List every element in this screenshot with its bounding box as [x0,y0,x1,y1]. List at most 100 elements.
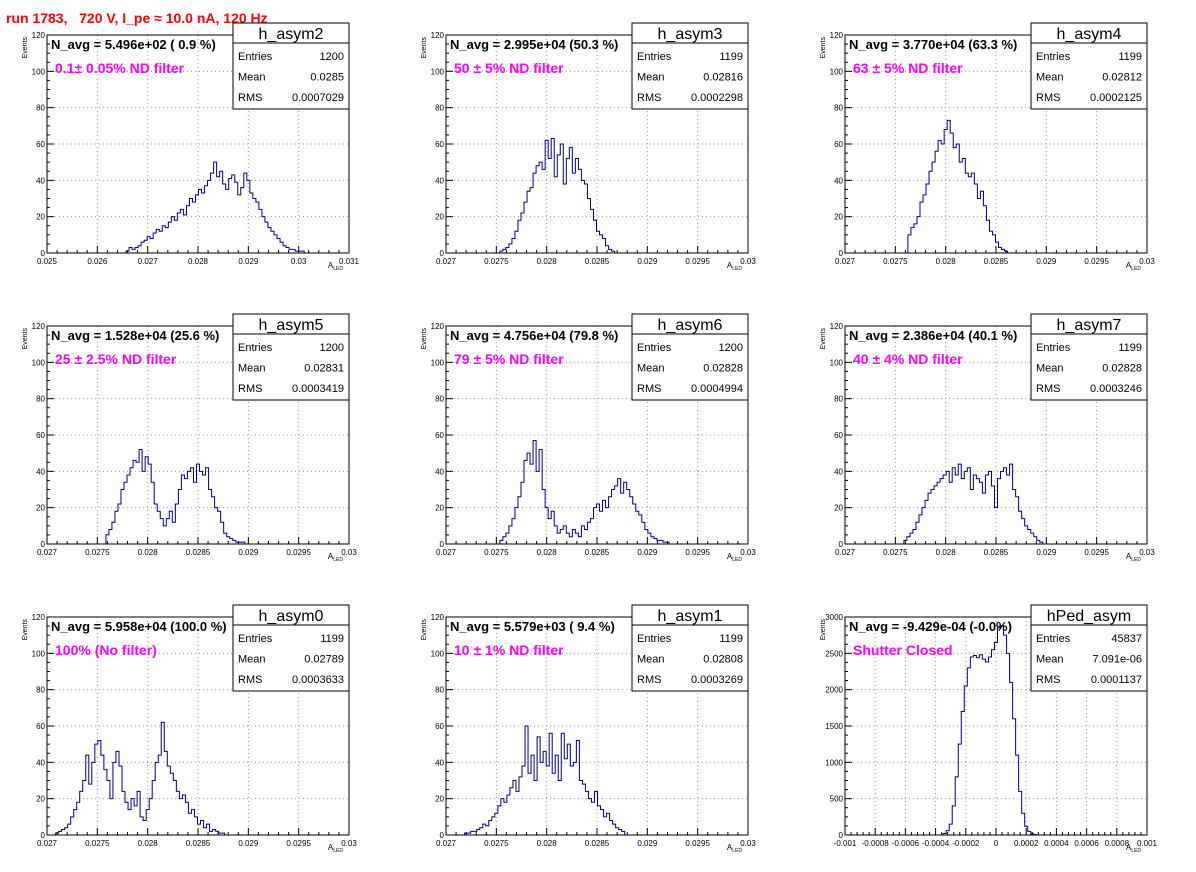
y-tick-label: 120 [32,322,46,331]
histogram-bin [961,479,964,544]
histogram-series [499,138,616,253]
stats-label: RMS [637,674,661,686]
x-tick-label: 0.0275 [85,548,110,557]
x-tick-label: 0.028 [138,548,159,557]
histogram-bin [982,659,985,835]
filter-annotation: 50 ± 5% ND filter [454,60,564,76]
y-tick-label: 2000 [825,686,843,695]
histogram-bin [217,177,220,253]
histogram-bin [609,249,612,253]
histogram-bin [539,162,542,253]
stats-value: 1199 [719,51,743,63]
panel-h_asym4: 0.027 0.0275 0.028 0.0285 0.029 0.0295 0.03 0 20… [820,22,1155,272]
x-tick-label: 0.03 [740,548,756,557]
histogram-bin [152,781,155,836]
histogram-bin [95,744,98,835]
x-axis-label: ALED [727,843,742,854]
histogram-bin [161,722,164,835]
histogram-bin [184,479,187,544]
y-tick-label: 60 [36,140,45,149]
x-tick-label: 0.027 [436,548,457,557]
stats-box [232,604,350,692]
panel-h_asym0: 0.027 0.0275 0.028 0.0285 0.029 0.0295 0.03 0 20… [22,604,357,854]
navg-annotation: N_avg = 5.496e+02 ( 0.9 %) [51,37,216,52]
histogram-bin [522,766,525,835]
y-axis-label: Events [22,37,29,59]
x-tick-label: 0.027 [835,548,856,557]
histogram-bin [122,791,125,835]
histogram-bin [955,475,958,544]
x-tick-label: 0.0285 [585,257,610,266]
stats-label: RMS [238,92,262,104]
histogram-bin [233,540,236,544]
histogram-bin [208,180,211,253]
histogram-bin [1022,519,1025,544]
histogram-bin [914,224,917,253]
histogram-bin [164,751,167,835]
histogram-bin [967,468,970,544]
histogram-bin [964,686,967,835]
stats-label: Mean [238,654,266,666]
histogram-bin [907,537,910,544]
navg-annotation: N_avg = 2.995e+04 (50.3 %) [450,37,618,52]
stats-label: Mean [637,72,665,84]
histogram-bin [959,162,962,253]
histogram-bin [283,246,286,253]
y-axis-label: Events [421,37,428,59]
histogram-bin [578,537,581,544]
histogram-bin [926,184,929,253]
histogram-bin [548,159,551,253]
stats-value: 0.02831 [304,363,344,375]
y-tick-label: 60 [435,140,444,149]
histogram-bin [543,751,546,835]
histogram-bin [530,464,533,544]
histogram-bin [554,177,557,253]
histogram-bin [128,810,131,835]
navg-annotation: N_avg = 5.579e+03 ( 9.4 %) [450,619,615,634]
histogram-bin [194,817,197,835]
histogram-bin [560,144,563,253]
histogram-bin [973,656,976,835]
histogram-bin [185,802,188,835]
histogram-bin [925,500,928,544]
histogram-bin [585,791,588,835]
navg-annotation: N_avg = 4.756e+04 (79.8 %) [450,328,618,343]
x-tick-label: 0.0285 [585,839,610,848]
histogram-bin [141,242,144,253]
histogram-bin [265,222,268,253]
histogram-bin [518,220,521,253]
y-tick-label: 20 [834,504,843,513]
histogram-name: h_asym4 [1057,26,1122,43]
y-tick-label: 0 [41,249,46,258]
histogram-bin [168,222,171,253]
histogram-bin [534,781,537,836]
y-tick-label: 100 [32,358,46,367]
histogram-bin [121,490,124,545]
histogram-bin [139,450,142,544]
histogram-bin [545,140,548,253]
histogram-name: h_asym5 [259,317,324,334]
stats-label: Mean [1036,654,1064,666]
histogram-bin [503,249,506,253]
histogram-bin [192,202,195,253]
histogram-bin [944,129,947,253]
histogram-bin [982,493,985,544]
y-tick-label: 40 [435,758,444,767]
histogram-bin [621,493,624,544]
x-tick-label: 0.03 [341,548,357,557]
histogram-bin [920,202,923,253]
histogram-bin [519,777,522,835]
histogram-bin [965,173,968,253]
y-tick-label: 1000 [825,758,843,767]
histogram-bin [129,248,132,253]
x-tick-label: 0.03 [1139,257,1155,266]
histogram-series [942,625,1038,836]
histogram-bin [593,220,596,253]
histogram-bin [542,169,545,253]
histogram-bin [557,533,560,544]
histogram-bin [209,490,212,545]
histogram-bin [922,508,925,544]
y-tick-label: 20 [834,213,843,222]
histogram-bin [292,249,295,253]
stats-value: 0.0285 [310,72,344,84]
